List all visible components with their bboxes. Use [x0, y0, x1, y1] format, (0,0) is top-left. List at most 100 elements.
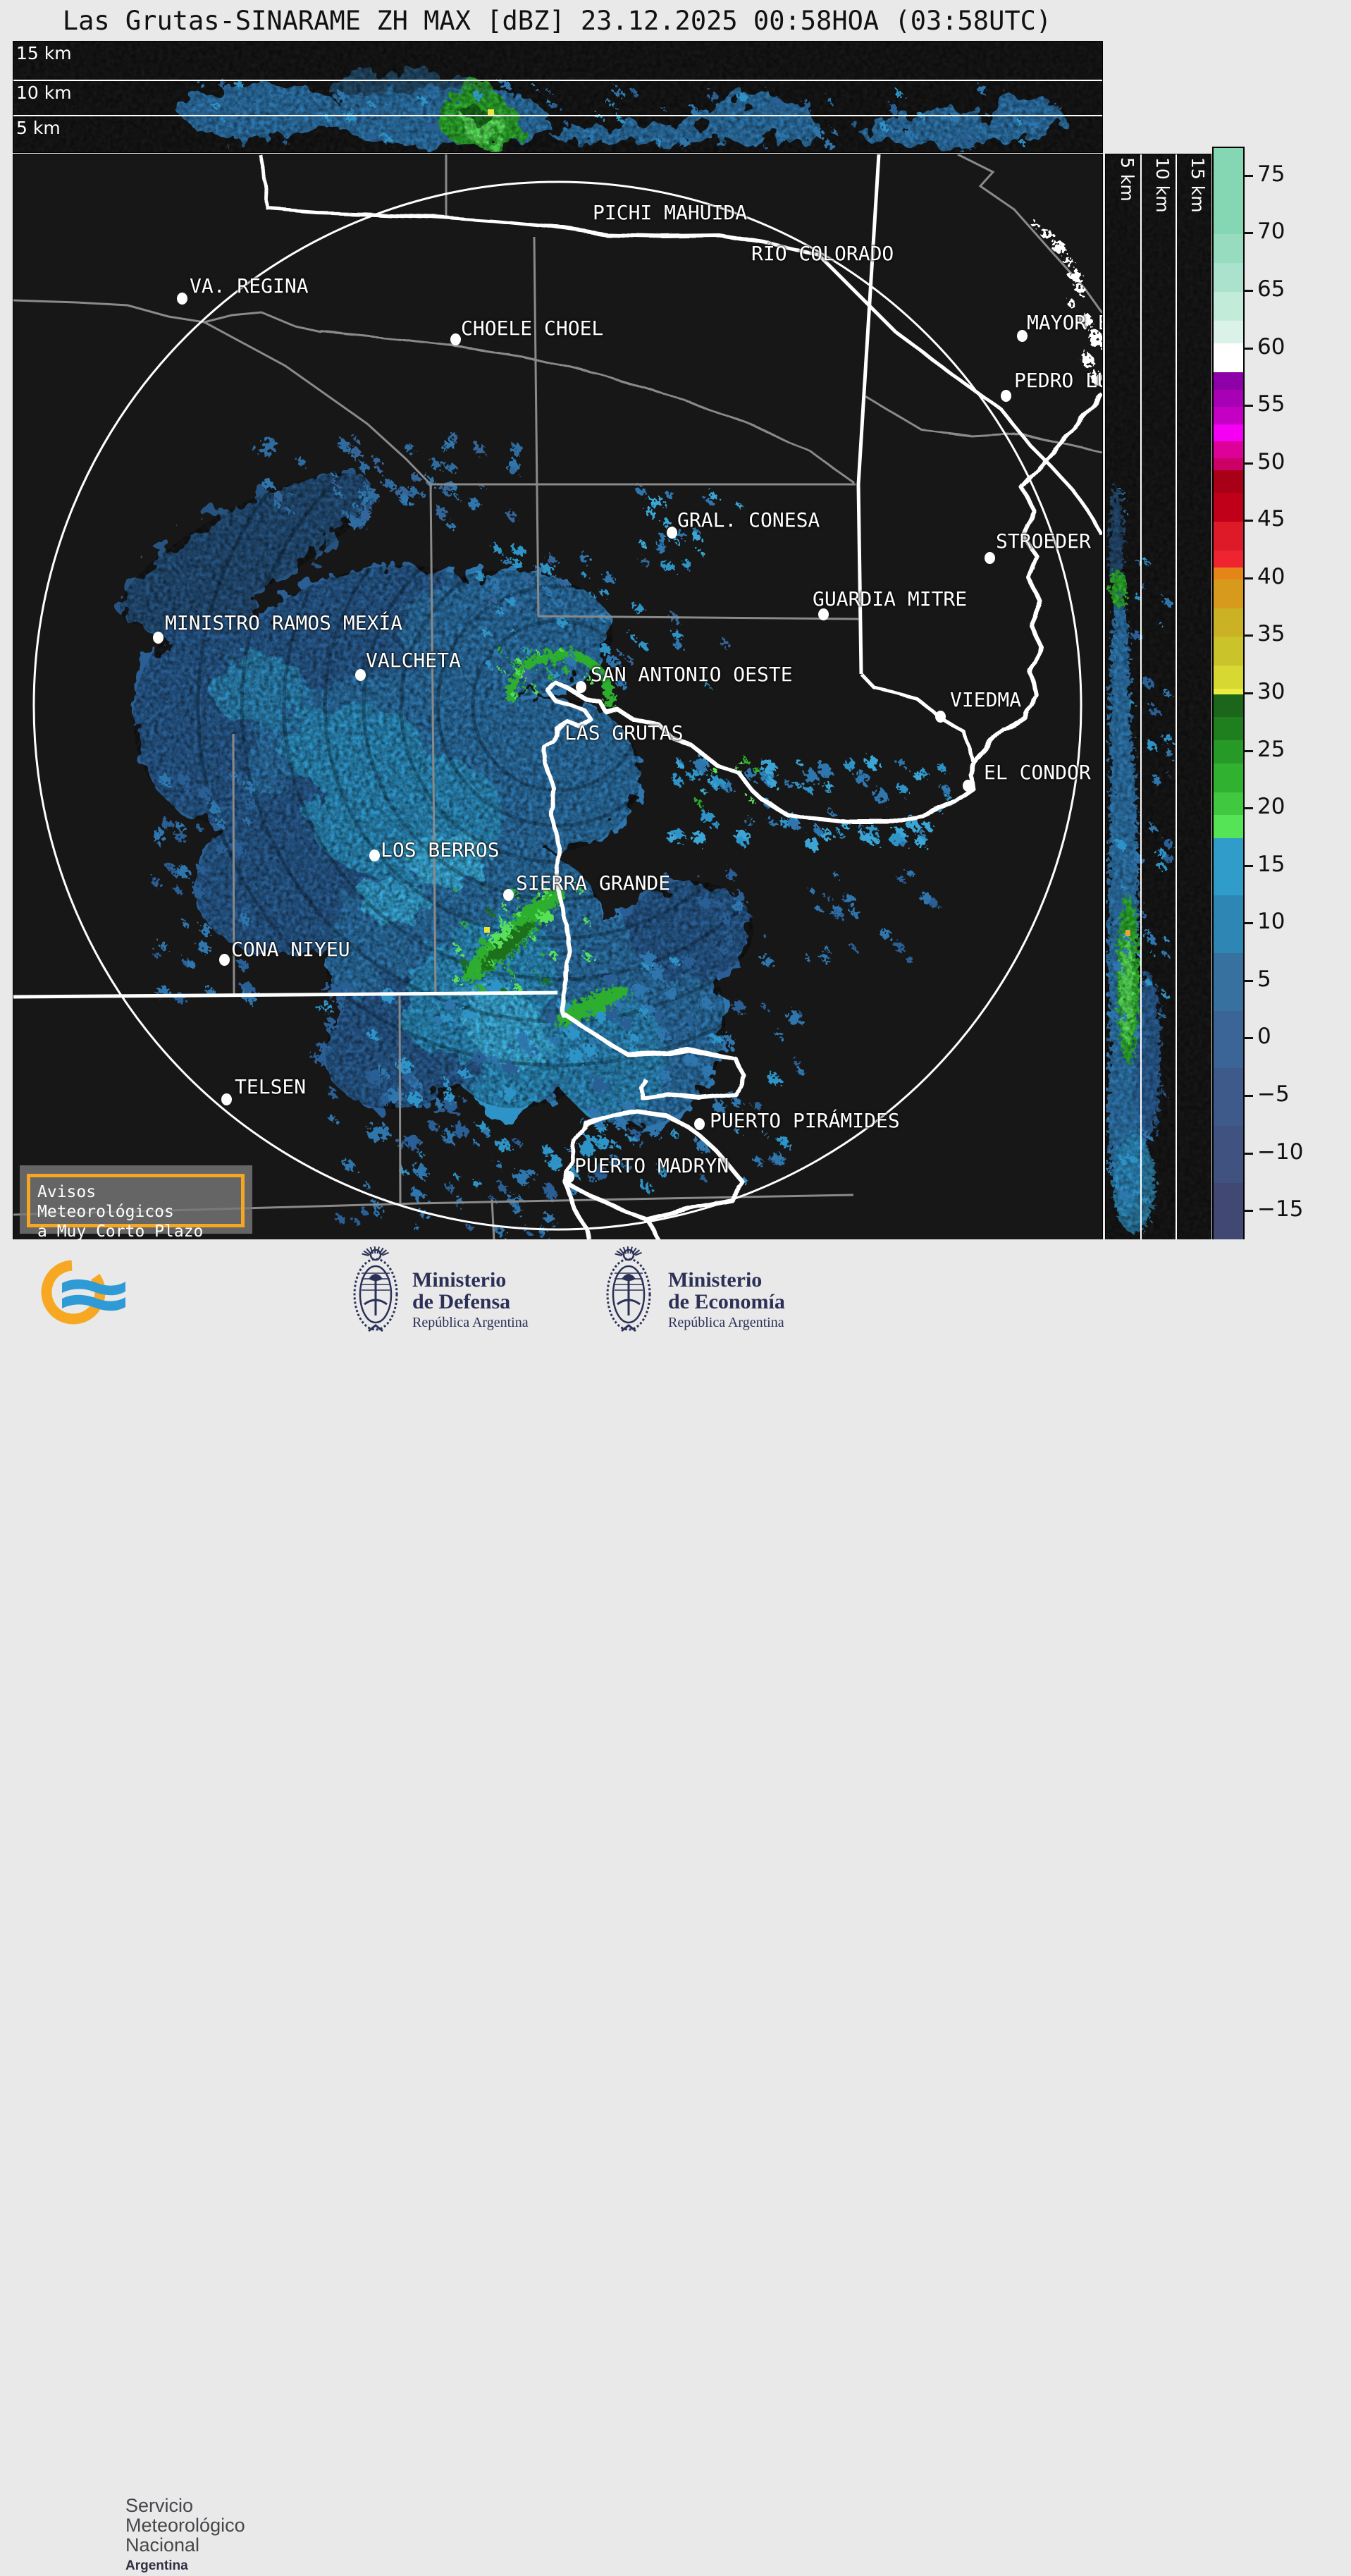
echo-speckle: [605, 99, 611, 105]
colorbar-segment: [1214, 1125, 1243, 1184]
echo-speckle: [753, 1102, 762, 1111]
echo-speckle: [1106, 1008, 1116, 1018]
echo-speckle: [572, 646, 575, 651]
colorbar-tick: [1243, 1152, 1253, 1155]
echo-speckle: [1106, 971, 1111, 976]
echo-speckle: [353, 1218, 359, 1225]
echo-speckle: [829, 810, 834, 816]
echo-speckle: [543, 1184, 555, 1195]
echo-speckle: [620, 1018, 633, 1030]
echo-speckle: [806, 837, 820, 852]
echo-speckle: [440, 446, 446, 452]
radar-product-page: { "header": { "title": "Las Grutas-SINAR…: [13, 6, 1304, 2573]
echo-speckle: [348, 516, 360, 528]
echo-speckle: [636, 486, 646, 496]
echo-speckle: [691, 533, 701, 542]
echo-speckle: [1129, 940, 1135, 946]
echo-speckle: [794, 1060, 801, 1067]
echo-speckle: [209, 803, 220, 814]
colorbar-tick: [1243, 1210, 1253, 1213]
smn-line-1: Servicio: [125, 2495, 194, 2516]
echo-speckle: [497, 1139, 511, 1153]
colorbar-tick-label: 15: [1257, 851, 1285, 877]
colorbar-tick-label: 25: [1257, 736, 1285, 762]
echo-speckle: [861, 772, 868, 780]
echo-speckle: [1164, 598, 1172, 607]
colorbar-tick: [1243, 1095, 1253, 1098]
echo-speckle: [738, 93, 748, 102]
echo-speckle: [703, 790, 708, 795]
echo-speckle: [238, 960, 249, 971]
echo-speckle: [405, 1134, 420, 1150]
echo-speckle: [1121, 857, 1125, 861]
city-dot: [369, 850, 380, 861]
echo-speckle: [662, 519, 671, 527]
city-label: LAS GRUTAS: [565, 721, 684, 744]
echo-speckle: [1123, 936, 1128, 940]
colorbar-tick-label: 35: [1257, 621, 1285, 647]
echo-speckle: [538, 899, 543, 905]
altitude-label-v-5km: 5 km: [1117, 157, 1137, 202]
echo-speckle: [453, 888, 457, 893]
colorbar-segment: [1214, 694, 1243, 718]
echo-speckle: [366, 488, 378, 501]
echo-speckle: [650, 498, 660, 508]
echo-speckle: [694, 768, 703, 777]
echo-speckle: [512, 1205, 522, 1215]
echo-speckle: [338, 91, 346, 99]
echo-speckle: [445, 1100, 458, 1114]
echo-speckle: [373, 457, 381, 465]
echo-speckle: [419, 491, 425, 496]
echo-speckle: [526, 648, 531, 653]
echo-speckle: [359, 462, 369, 472]
echo-speckle: [483, 887, 487, 890]
echo-speckle: [629, 1034, 639, 1043]
echo-speckle: [815, 828, 823, 836]
echo-speckle: [473, 1141, 479, 1147]
city-dot: [503, 889, 514, 901]
echo-speckle: [1163, 952, 1168, 957]
echo-speckle: [341, 981, 353, 993]
echo-speckle: [765, 775, 771, 782]
warning-banner[interactable]: Avisos Meteorológicos a Muy Corto Plazo: [20, 1165, 252, 1241]
echo-speckle: [915, 838, 926, 848]
city-label: PEDRO LURO: [1014, 369, 1102, 392]
city-dot: [667, 527, 677, 539]
right-cross-section-plot: [1106, 154, 1211, 1240]
echo-speckle: [496, 607, 505, 615]
city-dot: [177, 293, 187, 305]
echo-speckle: [546, 668, 551, 673]
colorbar-tick-label: 10: [1257, 909, 1285, 935]
echo-speckle: [1117, 840, 1126, 850]
echo-speckle: [510, 973, 515, 977]
echo-speckle: [273, 501, 280, 508]
echo-speckle: [410, 1188, 421, 1199]
echo-speckle: [183, 921, 189, 928]
echo-speckle: [501, 556, 510, 565]
echo-speckle: [1118, 591, 1123, 597]
echo-speckle: [784, 780, 791, 787]
echo-speckle: [720, 946, 727, 954]
echo-speckle: [473, 1179, 481, 1188]
echo-speckle: [502, 1061, 517, 1076]
echo-speckle: [435, 88, 438, 92]
colorbar-segment: [1214, 148, 1243, 235]
echo-speckle: [564, 656, 575, 667]
echo-speckle: [617, 117, 624, 123]
echo-speckle: [443, 1091, 455, 1103]
echo-speckle: [552, 671, 560, 679]
echo-speckle: [515, 1139, 522, 1146]
echo-speckle: [640, 557, 648, 565]
city-label: VALCHETA: [366, 649, 461, 672]
echo-speckle: [559, 648, 563, 651]
echo-speckle: [761, 1004, 767, 1010]
colorbar-tick: [1243, 462, 1253, 465]
echo-speckle: [462, 921, 469, 928]
echo-speckle: [754, 1158, 763, 1167]
echo-speckle: [827, 783, 833, 790]
echo-speckle: [534, 87, 538, 92]
echo-speckle: [803, 100, 811, 109]
echo-speckle: [941, 785, 951, 795]
echo-speckle: [605, 1007, 619, 1021]
echo-speckle: [1164, 734, 1173, 743]
